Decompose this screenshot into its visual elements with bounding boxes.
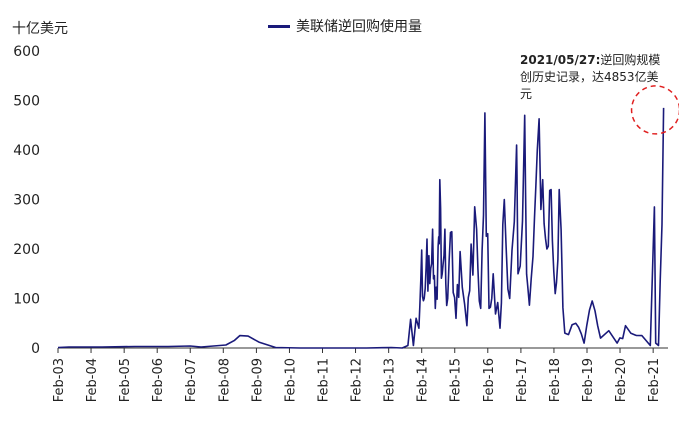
x-tick-label: Feb-08	[217, 358, 232, 402]
y-tick-label: 500	[13, 94, 40, 110]
x-tick-label: Feb-10	[283, 358, 298, 402]
x-tick-label: Feb-15	[449, 358, 464, 402]
x-tick-label: Feb-03	[52, 358, 67, 402]
x-tick-label: Feb-09	[250, 358, 265, 402]
annotation-date: 2021/05/27:	[520, 53, 601, 67]
x-tick-label: Feb-14	[416, 358, 431, 402]
x-tick-label: Feb-11	[316, 358, 331, 402]
highlight-circle	[630, 85, 679, 135]
x-tick-label: Feb-16	[482, 358, 497, 402]
legend-swatch	[268, 24, 290, 28]
annotation-text: 2021/05/27:逆回购规模创历史记录，达4853亿美元	[520, 52, 670, 103]
y-tick-label: 400	[13, 143, 40, 159]
x-tick-label: Feb-04	[85, 358, 100, 402]
x-tick-label: Feb-13	[383, 358, 398, 402]
y-tick-label: 200	[13, 242, 40, 258]
x-tick-label: Feb-19	[581, 358, 596, 402]
x-tick-label: Feb-12	[350, 358, 365, 402]
x-tick-label: Feb-18	[548, 358, 563, 402]
unit-label: 十亿美元	[12, 21, 68, 37]
legend: 美联储逆回购使用量	[268, 16, 422, 36]
x-tick-label: Feb-07	[184, 358, 199, 402]
y-tick-label: 300	[13, 193, 40, 209]
x-tick-label: Feb-21	[647, 358, 662, 402]
series-line	[57, 107, 665, 349]
y-tick-label: 600	[13, 44, 40, 60]
annotation-body: 逆回购规模创历史记录，达4853亿美元	[520, 53, 661, 101]
x-tick-label: Feb-05	[118, 358, 133, 402]
x-tick-label: Feb-17	[515, 358, 530, 402]
legend-label: 美联储逆回购使用量	[296, 19, 422, 35]
x-tick-label: Feb-20	[614, 358, 629, 402]
y-tick-label: 0	[31, 341, 40, 357]
y-tick-label: 100	[13, 292, 40, 308]
x-tick-label: Feb-06	[151, 358, 166, 402]
